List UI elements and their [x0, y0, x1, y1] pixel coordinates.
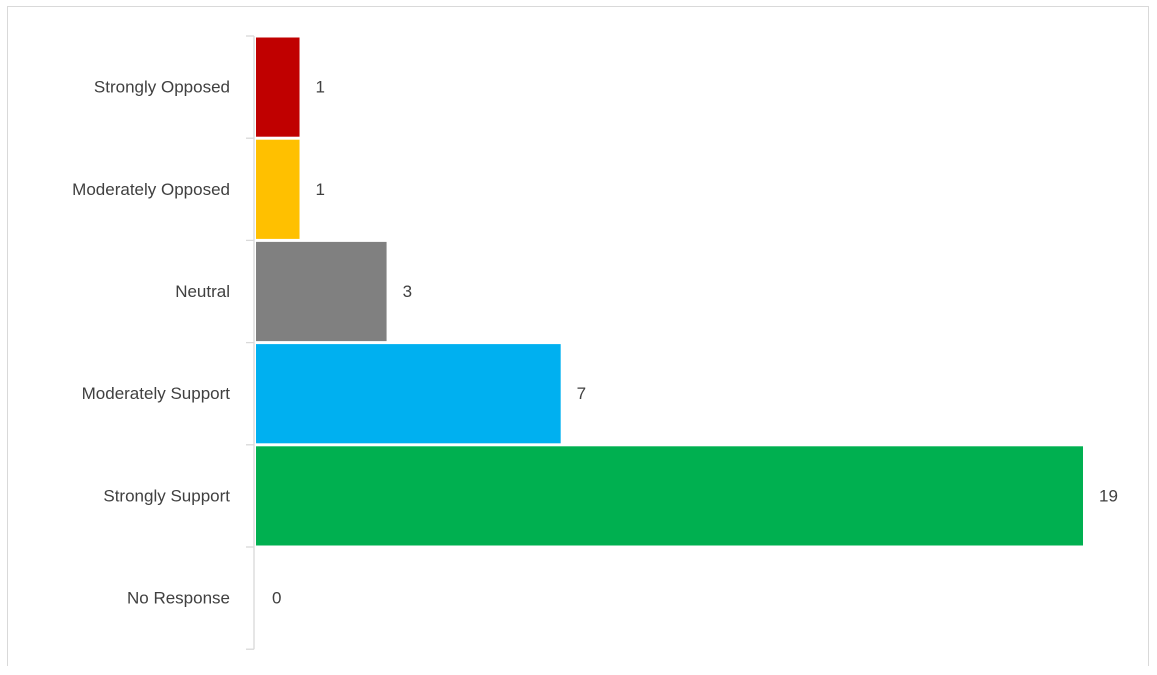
bar: [256, 241, 387, 342]
data-label: 3: [403, 282, 412, 301]
bar: [256, 344, 561, 444]
category-label: Moderately Support: [82, 384, 231, 403]
bars: [256, 37, 1083, 546]
category-label: No Response: [127, 589, 230, 608]
category-label: Strongly Opposed: [94, 78, 230, 97]
chart-frame: [7, 6, 1149, 666]
data-label: 19: [1099, 486, 1118, 505]
category-label: Neutral: [175, 282, 230, 301]
category-label: Moderately Opposed: [72, 180, 230, 199]
data-label: 7: [577, 384, 586, 403]
category-axis: [246, 35, 255, 650]
bar: [256, 139, 300, 239]
data-label: 0: [272, 589, 281, 608]
labels: Strongly Opposed 1 Moderately Opposed 1 Neut…: [72, 78, 1118, 608]
data-label: 1: [316, 78, 325, 97]
bar: [256, 37, 300, 137]
category-label: Strongly Support: [103, 486, 230, 505]
bar: [256, 446, 1083, 546]
data-label: 1: [316, 180, 325, 199]
